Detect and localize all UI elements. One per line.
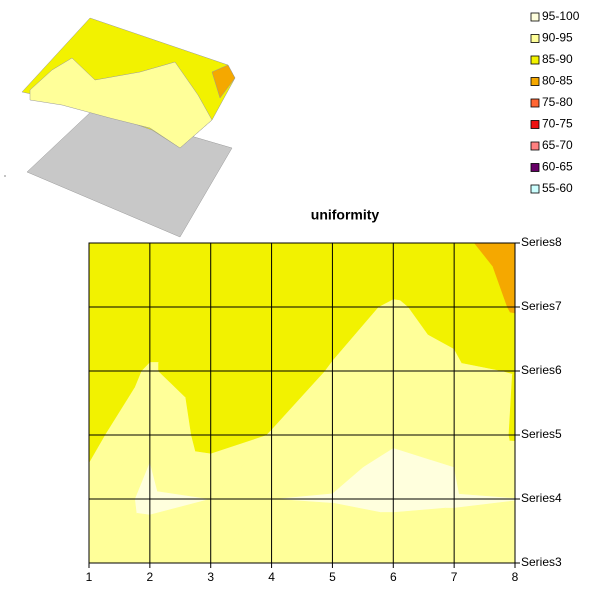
legend-label: 90-95: [542, 31, 573, 45]
legend-label: 95-100: [542, 9, 580, 23]
x-tick-label: 4: [268, 570, 275, 584]
legend-swatch: [530, 12, 540, 22]
legend-swatch: [530, 55, 540, 65]
plot-border: [88, 242, 516, 564]
x-tick-label: 5: [329, 570, 336, 584]
legend-swatch: [530, 163, 540, 172]
x-tick-label: 8: [512, 570, 519, 584]
legend-swatch: [530, 120, 540, 129]
y-tick-label: Series3: [521, 555, 562, 569]
y-tick-label: Series7: [521, 299, 562, 313]
legend-label: 60-65: [542, 160, 573, 174]
x-tick-label: 1: [86, 570, 93, 584]
legend-swatch: [530, 184, 540, 194]
x-tick-label: 2: [147, 570, 154, 584]
legend-label: 55-60: [542, 181, 573, 195]
x-tick-label: 7: [451, 570, 458, 584]
x-tick-label: 3: [207, 570, 214, 584]
legend-swatch: [530, 34, 540, 43]
y-tick-label: Series5: [521, 427, 562, 441]
legend-swatch: [530, 141, 540, 151]
legend-swatch: [530, 98, 540, 108]
legend-label: 70-75: [542, 117, 573, 131]
y-tick-label: Series6: [521, 363, 562, 377]
surface-thumbnail: [4, 17, 236, 238]
y-tick-label: Series4: [521, 491, 562, 505]
thumbnail-surface-front: [29, 57, 213, 149]
legend-label: 65-70: [542, 138, 573, 152]
legend: 95-100 90-95 85-90 80-85 75-80 70-75 65-70 60-6…: [530, 9, 580, 195]
y-tick-label: Series8: [521, 235, 562, 249]
x-tick-label: 6: [390, 570, 397, 584]
legend-swatch: [530, 77, 540, 86]
legend-label: 85-90: [542, 52, 573, 66]
thumbnail-surface-peak: [211, 64, 236, 99]
legend-label: 80-85: [542, 74, 573, 88]
legend-label: 75-80: [542, 95, 573, 109]
chart-title: uniformity: [311, 207, 380, 223]
